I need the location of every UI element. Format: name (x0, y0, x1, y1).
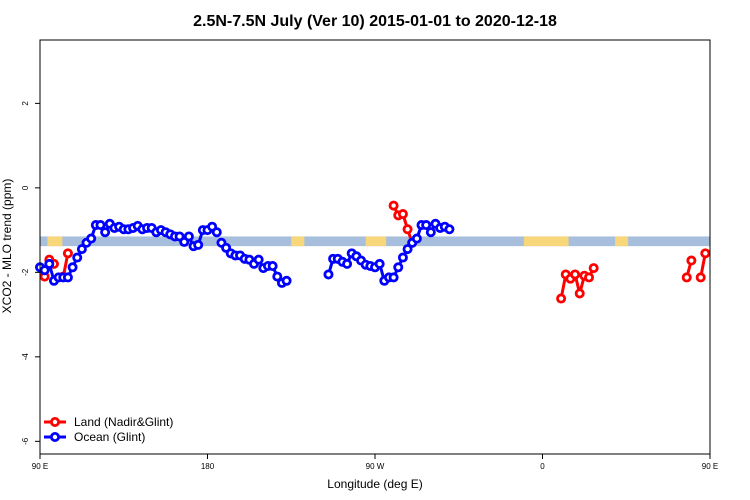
data-point (253, 254, 264, 265)
series-ocean-glint- (35, 218, 455, 288)
chart-title: 2.5N-7.5N July (Ver 10) 2015-01-01 to 20… (193, 13, 557, 30)
data-point (574, 288, 585, 299)
x-tick-label: 90 W (366, 462, 385, 471)
legend-swatch-marker (50, 416, 61, 427)
data-point (397, 252, 408, 263)
land-patch (365, 236, 387, 247)
legend-swatch-marker (50, 431, 61, 442)
data-point (44, 258, 55, 269)
x-axis: 90 E 180 90 W 0 90 E (32, 454, 718, 471)
legend: Land (Nadir&Glint)Ocean (Glint) (44, 415, 173, 444)
data-point (95, 220, 106, 231)
data-point (323, 269, 334, 280)
data-point (100, 227, 111, 238)
legend-label: Ocean (Glint) (74, 430, 145, 444)
x-tick-label: 90 E (32, 462, 48, 471)
land-patch (523, 236, 569, 247)
land-patch (615, 236, 629, 247)
data-point (342, 258, 353, 269)
land-patch (291, 236, 305, 247)
legend-label: Land (Nadir&Glint) (74, 415, 173, 429)
data-point (588, 263, 599, 274)
data-point (388, 200, 399, 211)
data-point (72, 252, 83, 263)
x-tick-label: 90 E (702, 462, 718, 471)
land-patch (47, 236, 63, 247)
data-point (388, 272, 399, 283)
data-point (39, 265, 50, 276)
y-tick-label: -6 (21, 437, 30, 445)
data-point (556, 293, 567, 304)
y-tick-label: 2 (21, 101, 30, 106)
y-tick-label: -2 (21, 268, 30, 276)
data-point (425, 227, 436, 238)
x-tick-label: 180 (201, 462, 215, 471)
data-point (411, 233, 422, 244)
data-point (584, 272, 595, 283)
data-point (397, 209, 408, 220)
series-land-nadir-glint- (39, 200, 711, 304)
data-point (281, 275, 292, 286)
y-tick-label: 0 (21, 185, 30, 190)
data-point (183, 231, 194, 242)
plot-background (40, 236, 710, 247)
plot-frame (39, 39, 711, 455)
data-point (193, 239, 204, 250)
data-point (76, 244, 87, 255)
data-point (444, 224, 455, 235)
series-layer (35, 200, 711, 304)
data-point (421, 220, 432, 231)
y-axis: -6 -4 -2 0 2 (21, 101, 40, 445)
data-point (86, 233, 97, 244)
y-tick-label: -4 (21, 353, 30, 361)
data-point (570, 269, 581, 280)
data-point (393, 262, 404, 273)
data-point (402, 244, 413, 255)
x-tick-label: 0 (540, 462, 545, 471)
x-axis-label: Longitude (deg E) (327, 477, 422, 491)
y-axis-label: XCO2 - MLO trend (ppm) (0, 179, 14, 314)
data-point (272, 271, 283, 282)
data-point (681, 272, 692, 283)
data-point (211, 227, 222, 238)
data-point (700, 248, 711, 259)
data-point (374, 258, 385, 269)
data-point (62, 248, 73, 259)
data-point (67, 262, 78, 273)
data-point (695, 272, 706, 283)
data-point (267, 261, 278, 272)
data-point (686, 255, 697, 266)
data-point (62, 272, 73, 283)
data-point (402, 224, 413, 235)
